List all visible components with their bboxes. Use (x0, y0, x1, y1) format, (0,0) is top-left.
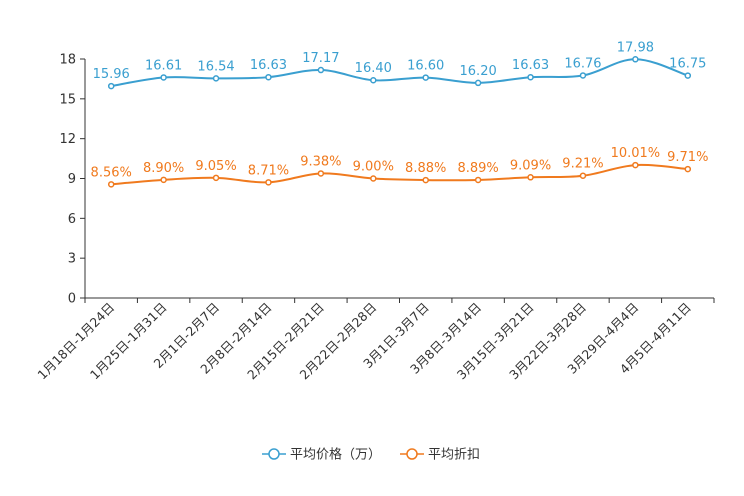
data-point[interactable] (265, 73, 272, 81)
data-label: 17.17 (302, 51, 339, 66)
y-tick-label: 12 (59, 132, 76, 147)
data-label: 8.88% (405, 161, 446, 176)
series-line (111, 163, 688, 186)
data-label: 8.56% (91, 165, 132, 180)
data-point[interactable] (527, 174, 534, 181)
legend-item-1[interactable]: 平均价格（万） (262, 447, 381, 463)
data-point[interactable] (370, 175, 377, 182)
data-point[interactable] (160, 176, 167, 184)
data-point[interactable] (265, 179, 272, 186)
data-label: 16.40 (355, 61, 392, 76)
data-point[interactable] (212, 75, 220, 82)
data-label: 16.54 (197, 59, 234, 74)
data-point[interactable] (474, 79, 482, 87)
data-label: 16.20 (460, 64, 497, 79)
legend-marker-icon (268, 448, 280, 460)
data-label: 16.63 (250, 58, 287, 73)
legend-label: 平均折扣 (428, 448, 480, 463)
data-point[interactable] (684, 72, 692, 79)
series-1: 15.96 16.61 16.54 16.63 17.17 16.40 16.60 16.20… (93, 40, 706, 90)
y-tick-label: 18 (59, 53, 76, 68)
data-point[interactable] (527, 73, 534, 81)
data-label: 15.96 (93, 67, 130, 82)
data-point[interactable] (107, 181, 115, 188)
legend-marker-icon (406, 448, 418, 460)
data-label: 9.05% (195, 159, 236, 174)
data-label: 10.01% (611, 146, 661, 161)
data-point[interactable] (212, 174, 220, 182)
data-point[interactable] (160, 74, 167, 81)
data-label: 9.21% (562, 157, 603, 172)
data-point[interactable] (632, 161, 639, 169)
data-label: 8.71% (248, 163, 289, 178)
y-tick-label: 0 (68, 292, 76, 307)
legend-item-2[interactable]: 平均折扣 (400, 448, 480, 463)
y-tick-label: 15 (59, 92, 76, 107)
data-label: 9.09% (510, 158, 551, 173)
series-line (111, 58, 689, 88)
y-tick-label: 9 (68, 172, 76, 187)
y-tick-label: 3 (68, 252, 76, 267)
series-layer: 15.96 16.61 16.54 16.63 17.17 16.40 16.60 16.20… (91, 40, 708, 188)
data-label: 16.75 (669, 57, 706, 72)
data-point[interactable] (422, 74, 429, 81)
legend-label: 平均价格（万） (290, 447, 381, 463)
axes: 03691215181月18日-1月24日1月25日-1月31日2月1日-2月7… (34, 53, 715, 382)
data-point[interactable] (684, 165, 692, 173)
data-point[interactable] (579, 172, 587, 179)
data-point[interactable] (107, 82, 115, 90)
data-point[interactable] (317, 66, 325, 74)
data-label: 16.63 (512, 58, 549, 73)
data-point[interactable] (422, 176, 429, 184)
series-2: 8.56% 8.90% 9.05% 8.71% 9.38% 9.00% 8.88% 8.89%… (91, 146, 708, 188)
data-label: 16.61 (145, 58, 182, 73)
data-label: 9.00% (353, 160, 394, 175)
data-label: 16.76 (564, 56, 601, 71)
data-point[interactable] (632, 56, 639, 63)
data-label: 9.38% (300, 154, 341, 169)
data-point[interactable] (370, 76, 377, 84)
data-label: 9.71% (667, 150, 708, 165)
y-tick-label: 6 (68, 212, 76, 227)
data-label: 16.60 (407, 59, 444, 74)
data-label: 17.98 (617, 40, 654, 55)
data-point[interactable] (317, 170, 325, 177)
legend: 平均价格（万） 平均折扣 (262, 447, 480, 463)
data-point[interactable] (579, 72, 587, 79)
data-label: 8.89% (457, 161, 498, 176)
data-point[interactable] (474, 176, 482, 184)
data-label: 8.90% (143, 161, 184, 176)
